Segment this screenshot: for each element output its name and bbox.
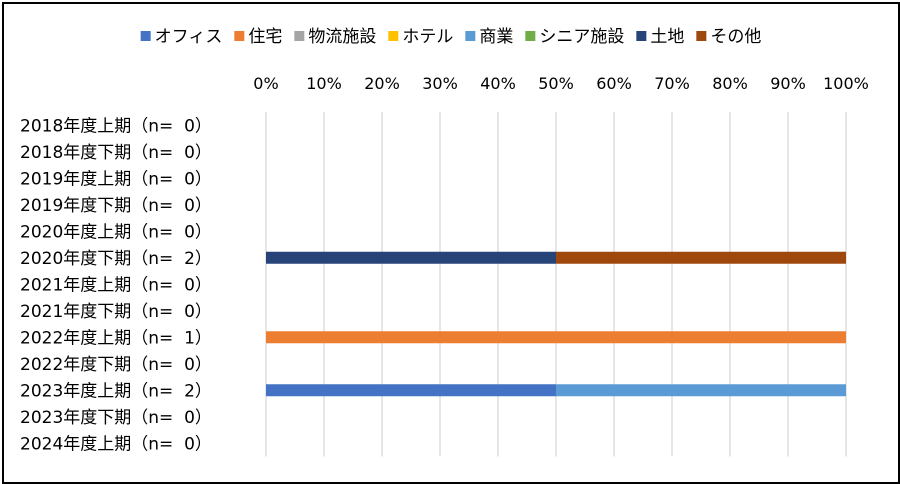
category-label: 2022年度上期（n= 1） xyxy=(20,328,212,348)
category-label: 2021年度上期（n= 0） xyxy=(20,275,212,295)
chart-svg: オフィス 住宅 物流施設 ホテル 商業 シニア施設 土地 その他 0% 10% 20% 30% 40%… xyxy=(20,27,869,457)
bar-segment xyxy=(556,251,846,264)
x-tick-label: 80% xyxy=(712,74,748,93)
legend: オフィス 住宅 物流施設 ホテル 商業 シニア施設 土地 その他 xyxy=(140,27,761,47)
category-label: 2018年度下期（n= 0） xyxy=(20,143,212,163)
legend-swatch xyxy=(140,31,151,41)
legend-label: ホテル xyxy=(402,27,453,47)
category-labels: 2018年度上期（n= 0） 2018年度下期（n= 0） 2019年度上期（n= … xyxy=(20,116,212,454)
category-label: 2024年度上期（n= 0） xyxy=(20,434,212,454)
x-tick-label: 30% xyxy=(422,74,458,93)
x-tick-label: 50% xyxy=(538,74,574,93)
bar-segment xyxy=(556,384,846,397)
legend-label: オフィス xyxy=(155,27,223,47)
x-tick-label: 60% xyxy=(596,74,632,93)
bar-segment xyxy=(266,384,556,397)
bar-segment xyxy=(266,331,846,344)
legend-label: 土地 xyxy=(650,27,684,47)
category-label: 2021年度下期（n= 0） xyxy=(20,302,212,322)
legend-label: 住宅 xyxy=(248,27,282,47)
x-tick-label: 70% xyxy=(654,74,690,93)
x-tick-label: 90% xyxy=(770,74,806,93)
category-label: 2020年度下期（n= 2） xyxy=(20,249,212,269)
x-axis-ticks: 0% 10% 20% 30% 40% 50% 60% 70% 80% 90% 100% xyxy=(253,74,869,93)
x-tick-label: 100% xyxy=(823,74,869,93)
legend-swatch xyxy=(525,31,536,41)
category-label: 2019年度上期（n= 0） xyxy=(20,169,212,189)
category-label: 2019年度下期（n= 0） xyxy=(20,196,212,216)
legend-swatch xyxy=(696,31,707,41)
legend-swatch xyxy=(465,31,476,41)
x-tick-label: 10% xyxy=(306,74,342,93)
bar-segment xyxy=(266,251,556,264)
category-label: 2023年度下期（n= 0） xyxy=(20,408,212,428)
legend-label: 物流施設 xyxy=(308,27,376,47)
legend-swatch xyxy=(234,31,245,41)
bars xyxy=(266,251,846,397)
category-label: 2018年度上期（n= 0） xyxy=(20,116,212,136)
x-tick-label: 20% xyxy=(364,74,400,93)
x-tick-label: 40% xyxy=(480,74,516,93)
legend-swatch xyxy=(294,31,305,41)
legend-label: 商業 xyxy=(479,27,513,47)
category-label: 2022年度下期（n= 0） xyxy=(20,355,212,375)
gridlines xyxy=(265,112,847,457)
legend-label: その他 xyxy=(710,27,761,47)
x-tick-label: 0% xyxy=(253,74,278,93)
legend-swatch xyxy=(388,31,399,41)
category-label: 2020年度上期（n= 0） xyxy=(20,222,212,242)
legend-label: シニア施設 xyxy=(539,27,624,47)
category-label: 2023年度上期（n= 2） xyxy=(20,381,212,401)
legend-swatch xyxy=(636,31,647,41)
